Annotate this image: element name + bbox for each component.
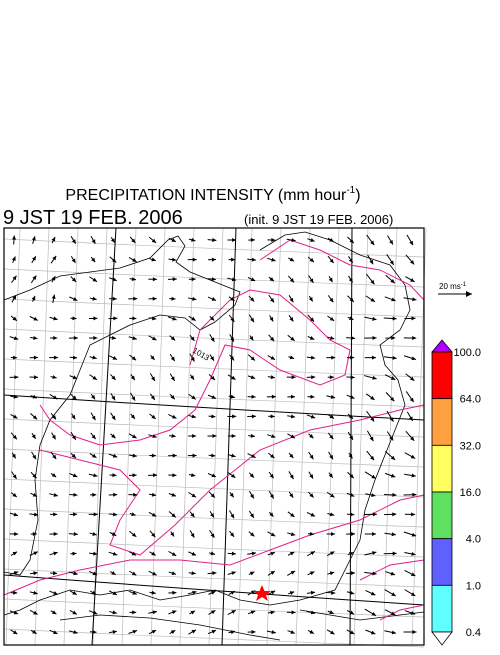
colorbar-label: 4.0: [466, 534, 481, 546]
wind-legend-head: [466, 291, 472, 297]
colorbar-label: 16.0: [460, 487, 481, 499]
colorbar-label: 0.4: [466, 627, 481, 639]
colorbar-segment: [432, 445, 452, 492]
wind-legend-arrow: [438, 291, 472, 297]
init-time: (init. 9 JST 19 FEB. 2006): [244, 212, 393, 227]
colorbar-segment: [432, 585, 452, 632]
colorbar-bottom-triangle: [432, 632, 452, 645]
map: 1013: [4, 228, 426, 647]
colorbar-segment: [432, 492, 452, 539]
title-suffix: ): [355, 187, 360, 204]
colorbar-label: 100.0: [453, 347, 481, 359]
colorbar-segment: [432, 399, 452, 446]
colorbar-label: 32.0: [460, 440, 481, 452]
title: PRECIPITATION INTENSITY (mm hour-1): [65, 185, 360, 204]
wind-legend-unit: 20 ms: [439, 282, 461, 291]
wind-legend-text: 20 ms-1: [439, 282, 467, 291]
colorbar-segment: [432, 539, 452, 586]
colorbar-segment: [432, 352, 452, 399]
wind-legend-superscript: -1: [461, 282, 467, 288]
colorbar-top-triangle: [432, 340, 452, 352]
colorbar: 100.0 64.0 32.0 16.0 4.0 1.0 0.4: [432, 340, 481, 645]
colorbar-label: 64.0: [460, 394, 481, 406]
valid-time: 9 JST 19 FEB. 2006: [3, 207, 183, 229]
title-text: PRECIPITATION INTENSITY (mm hour: [65, 187, 347, 204]
colorbar-label: 1.0: [466, 580, 481, 592]
